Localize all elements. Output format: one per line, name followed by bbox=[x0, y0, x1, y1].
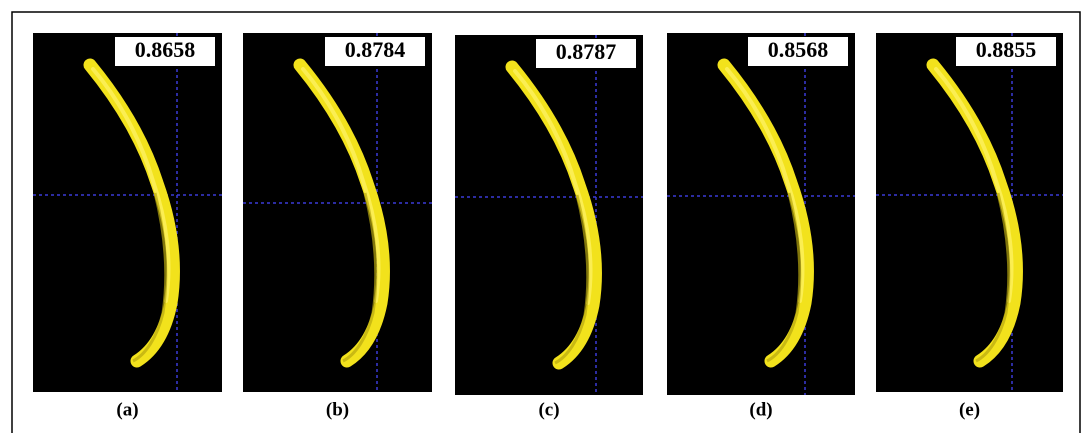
panel-label: (a) bbox=[116, 399, 138, 420]
panel-background bbox=[33, 33, 222, 392]
frame bbox=[11, 11, 1081, 433]
score-box bbox=[536, 39, 636, 68]
score-box bbox=[325, 37, 425, 66]
panel-label: (d) bbox=[749, 399, 772, 420]
score: 0.8784 bbox=[345, 37, 406, 62]
panel-background bbox=[876, 33, 1063, 392]
panel: 0.8658 bbox=[33, 33, 222, 392]
panel-label: (c) bbox=[538, 399, 559, 420]
score-box bbox=[956, 37, 1056, 66]
score-box bbox=[115, 37, 215, 66]
panel-label: (b) bbox=[326, 399, 349, 420]
panels: 0.8658 (a) 0.8784 (b) 0.8787 (c) 0.8568 (d) 0.88… bbox=[33, 33, 1063, 420]
panel: 0.8855 bbox=[876, 33, 1063, 392]
panel: 0.8568 bbox=[667, 33, 855, 395]
panel: 0.8787 bbox=[455, 35, 643, 395]
score-box bbox=[748, 37, 848, 66]
panel-background bbox=[455, 35, 643, 395]
panel-label: (e) bbox=[959, 399, 980, 420]
score: 0.8568 bbox=[768, 37, 829, 62]
score: 0.8658 bbox=[135, 37, 196, 62]
panel-background bbox=[667, 33, 855, 395]
panel: 0.8784 bbox=[243, 33, 432, 392]
score: 0.8855 bbox=[976, 37, 1037, 62]
panel-background bbox=[243, 33, 432, 392]
score: 0.8787 bbox=[556, 39, 617, 64]
